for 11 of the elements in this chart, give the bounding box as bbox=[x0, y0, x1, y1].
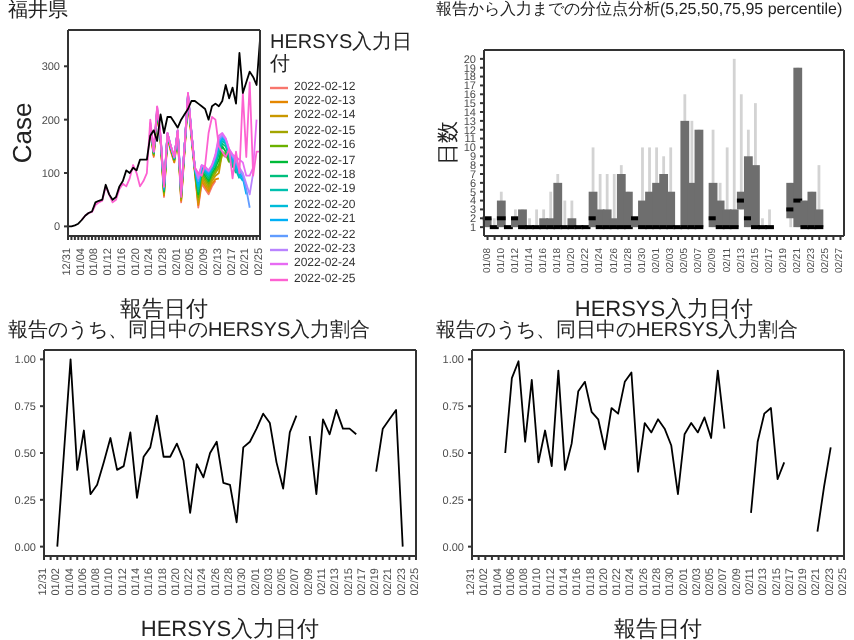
chart-title: 報告から入力までの分位点分析(5,25,50,75,95 percentile) bbox=[434, 0, 845, 22]
y-axis-title: 日数 bbox=[437, 121, 462, 165]
x-axis-title: 報告日付 bbox=[120, 296, 208, 322]
y-axis-title: Case bbox=[7, 102, 38, 164]
chart-title: 報告のうち、同日中のHERSYS入力割合 bbox=[6, 320, 373, 344]
legend-title: HERSYS入力日付 bbox=[270, 32, 415, 76]
x-axis-title: 報告日付 bbox=[614, 616, 702, 640]
chart-title: 報告のうち、同日中のHERSYS入力割合 bbox=[434, 320, 801, 344]
x-axis-title: HERSYS入力日付 bbox=[140, 616, 320, 640]
x-axis-title: HERSYS入力日付 bbox=[574, 296, 754, 322]
chart-title: 福井県 bbox=[6, 0, 70, 24]
